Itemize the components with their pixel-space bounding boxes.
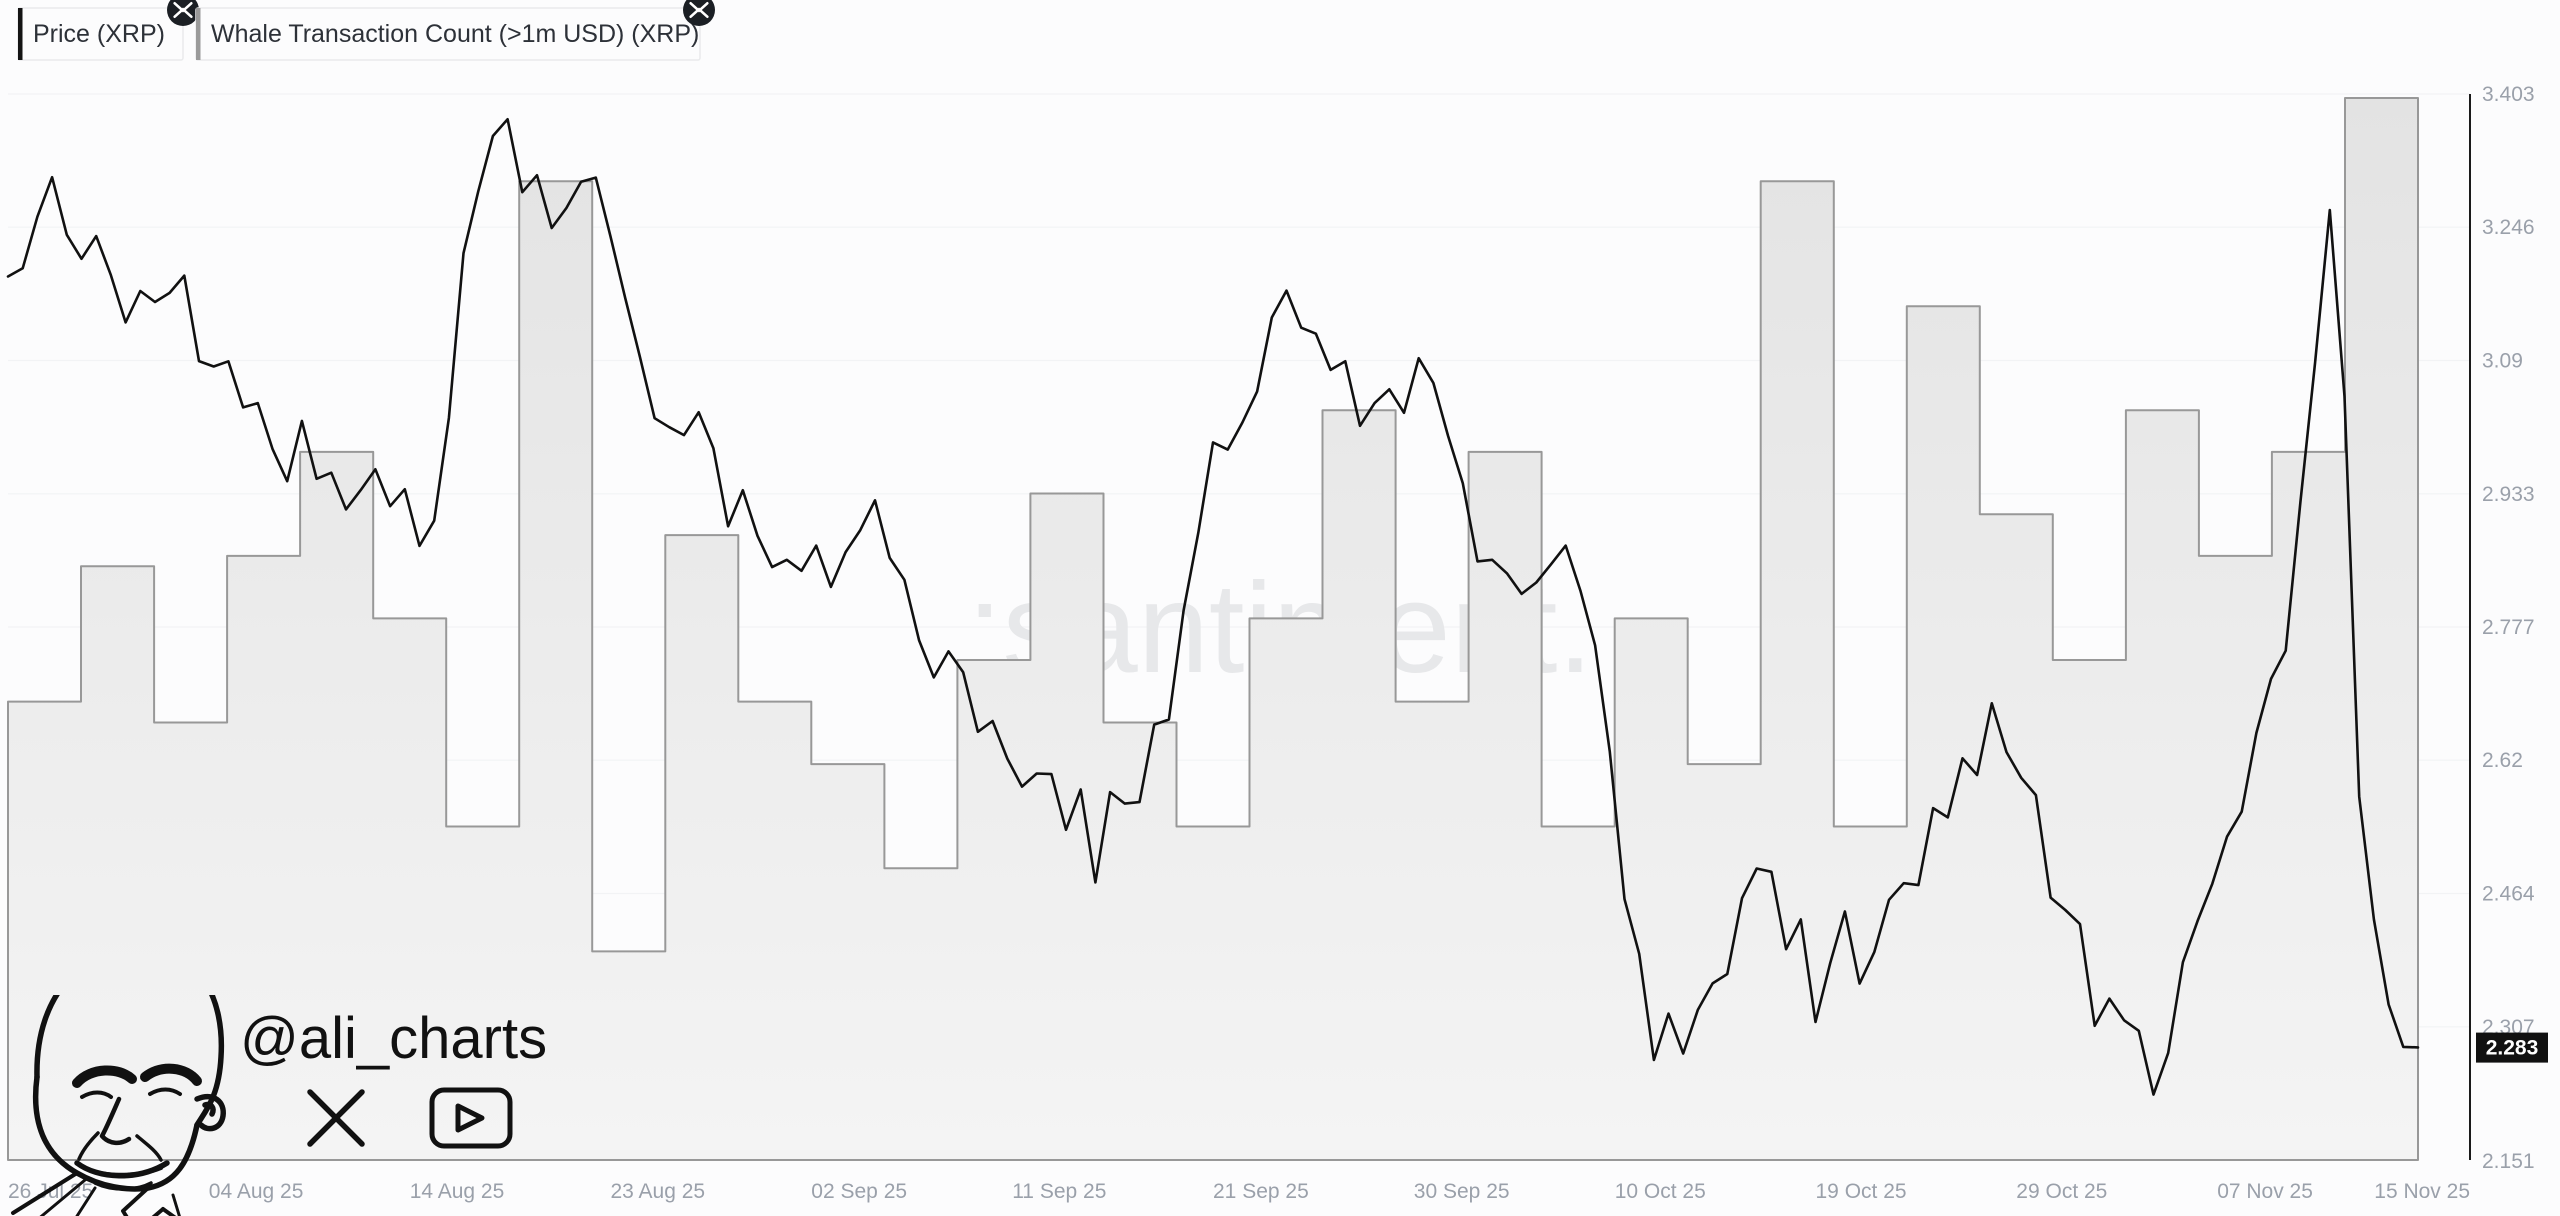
svg-text:10 Oct 25: 10 Oct 25 [1615, 1180, 1706, 1203]
svg-text:Whale Transaction Count (>1m U: Whale Transaction Count (>1m USD) (XRP) [211, 20, 699, 48]
svg-text:29 Oct 25: 29 Oct 25 [2016, 1180, 2107, 1203]
svg-text:19 Oct 25: 19 Oct 25 [1816, 1180, 1907, 1203]
svg-text:14 Aug 25: 14 Aug 25 [410, 1180, 505, 1203]
svg-text:2.464: 2.464 [2482, 883, 2535, 906]
svg-text:2.777: 2.777 [2482, 616, 2535, 639]
svg-text:15 Nov 25: 15 Nov 25 [2374, 1180, 2470, 1203]
svg-text:2.933: 2.933 [2482, 483, 2535, 506]
svg-text:2.151: 2.151 [2482, 1150, 2535, 1173]
svg-text:3.09: 3.09 [2482, 350, 2523, 373]
svg-text:3.403: 3.403 [2482, 83, 2535, 106]
svg-text:07 Nov 25: 07 Nov 25 [2217, 1180, 2313, 1203]
svg-text:21 Sep 25: 21 Sep 25 [1213, 1180, 1309, 1203]
svg-text:3.246: 3.246 [2482, 216, 2535, 239]
svg-text:23 Aug 25: 23 Aug 25 [611, 1180, 706, 1203]
svg-text:11 Sep 25: 11 Sep 25 [1012, 1180, 1106, 1203]
svg-text:@ali_charts: @ali_charts [240, 1006, 547, 1071]
svg-text:Price (XRP): Price (XRP) [33, 20, 165, 48]
svg-text:2.283: 2.283 [2486, 1037, 2539, 1060]
svg-text:02 Sep 25: 02 Sep 25 [811, 1180, 907, 1203]
svg-text:30 Sep 25: 30 Sep 25 [1414, 1180, 1510, 1203]
svg-text:2.62: 2.62 [2482, 749, 2523, 772]
